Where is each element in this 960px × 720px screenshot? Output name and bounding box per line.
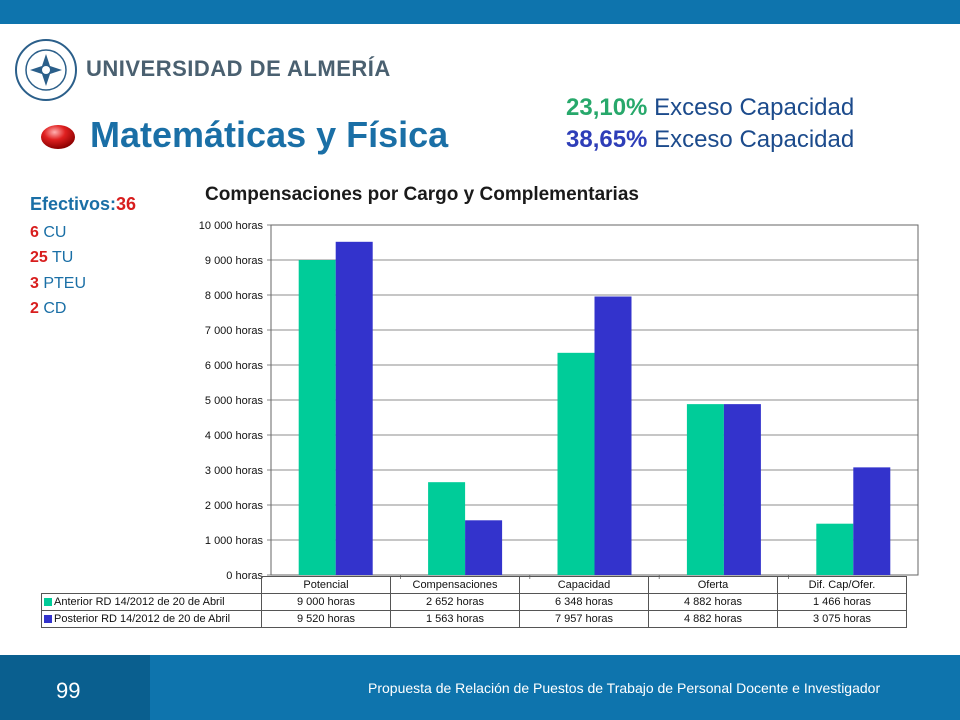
staff-category: TU [47, 249, 74, 266]
efectivos-total: Efectivos:36 [30, 194, 136, 215]
university-seal-logo [15, 39, 77, 101]
staff-count: 6 [30, 224, 39, 241]
chart-title: Compensaciones por Cargo y Complementari… [205, 184, 639, 205]
data-label: 9 000 horas [261, 593, 391, 611]
y-tick-label: 5 000 horas [205, 395, 264, 407]
bar-posterior [723, 404, 761, 575]
data-label: 6 348 horas [519, 593, 649, 611]
bar-anterior [428, 482, 466, 575]
y-tick-label: 4 000 horas [205, 430, 264, 442]
university-name: UNIVERSIDAD DE ALMERÍA [86, 56, 391, 81]
bar-posterior [594, 296, 632, 575]
exceso-pct: 38,65% [566, 126, 648, 153]
bar-posterior [335, 241, 373, 576]
table-corner [41, 576, 262, 594]
legend-entry: Anterior RD 14/2012 de 20 de Abril [41, 593, 262, 611]
y-tick-label: 8 000 horas [205, 290, 264, 302]
staff-item: 25 TU [30, 249, 73, 267]
y-tick-label: 3 000 horas [205, 465, 264, 477]
exceso-anterior: 23,10% Exceso Capacidad [566, 94, 854, 122]
bar-anterior [557, 352, 595, 575]
bar-posterior [853, 467, 891, 575]
category-label: Capacidad [519, 576, 649, 594]
category-label: Potencial [261, 576, 391, 594]
page-number-box [0, 655, 150, 720]
efectivos-label: Efectivos: [30, 194, 117, 214]
table-row: Anterior RD 14/2012 de 20 de Abril 9 000… [41, 593, 907, 611]
top-bar [0, 0, 960, 24]
data-label: 3 075 horas [777, 610, 907, 628]
category-label: Compensaciones [390, 576, 520, 594]
legend-entry: Posterior RD 14/2012 de 20 de Abril [41, 610, 262, 628]
table-header-row: Potencial Compensaciones Capacidad Ofert… [41, 576, 907, 594]
staff-category: CD [38, 300, 67, 317]
page-number: 99 [56, 678, 81, 703]
y-tick-label: 1 000 horas [205, 535, 264, 547]
data-label: 4 882 horas [648, 593, 778, 611]
footer-bar [0, 655, 960, 720]
staff-item: 6 CU [30, 224, 66, 242]
footer-text: Propuesta de Relación de Puestos de Trab… [368, 680, 881, 696]
y-tick-label: 6 000 horas [205, 360, 264, 372]
staff-count: 3 [30, 275, 39, 292]
exceso-posterior: 38,65% Exceso Capacidad [566, 126, 854, 154]
data-label: 1 466 horas [777, 593, 907, 611]
series-name: Anterior RD 14/2012 de 20 de Abril [54, 596, 225, 608]
exceso-label: Exceso Capacidad [647, 126, 855, 153]
y-tick-label: 10 000 horas [199, 220, 264, 232]
exceso-pct: 23,10% [566, 94, 648, 121]
staff-count: 25 [30, 249, 48, 266]
legend-swatch [44, 598, 52, 607]
data-label: 7 957 horas [519, 610, 649, 628]
table-row: Posterior RD 14/2012 de 20 de Abril 9 52… [41, 610, 907, 628]
category-label: Dif. Cap/Ofer. [777, 576, 907, 594]
y-tick-label: 7 000 horas [205, 325, 264, 337]
y-tick-label: 9 000 horas [205, 255, 264, 267]
staff-category: CU [38, 224, 67, 241]
staff-count: 2 [30, 300, 39, 317]
data-label: 2 652 horas [390, 593, 520, 611]
category-label: Oferta [648, 576, 778, 594]
staff-item: 2 CD [30, 300, 66, 318]
bar-posterior [465, 520, 503, 575]
bar-anterior [816, 523, 854, 575]
legend-swatch [44, 615, 52, 624]
data-label: 4 882 horas [648, 610, 778, 628]
bar-anterior [298, 260, 336, 575]
data-label: 9 520 horas [261, 610, 391, 628]
exceso-label: Exceso Capacidad [647, 94, 855, 121]
page-title: Matemáticas y Física [90, 114, 449, 155]
red-bullet-icon [41, 125, 75, 149]
staff-category: PTEU [38, 275, 87, 292]
staff-item: 3 PTEU [30, 275, 86, 293]
bar-anterior [686, 404, 724, 575]
data-label: 1 563 horas [390, 610, 520, 628]
y-tick-label: 2 000 horas [205, 500, 264, 512]
efectivos-value: 36 [116, 194, 137, 214]
series-name: Posterior RD 14/2012 de 20 de Abril [54, 613, 231, 625]
chart-data-table: Potencial Compensaciones Capacidad Ofert… [41, 576, 907, 628]
